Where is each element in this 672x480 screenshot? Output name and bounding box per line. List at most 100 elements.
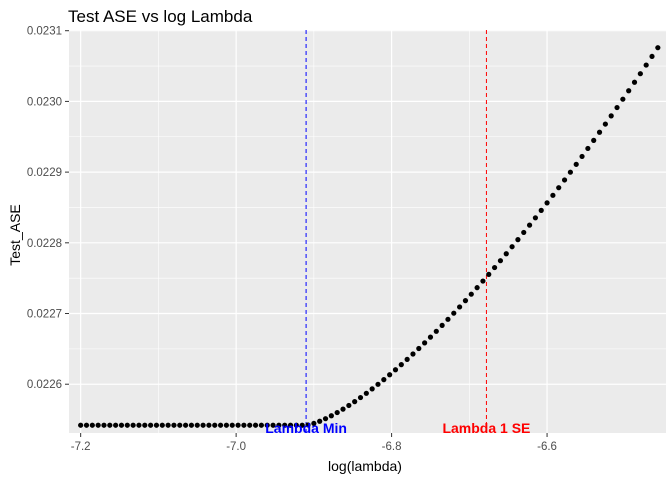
data-point xyxy=(491,264,498,271)
data-point xyxy=(398,362,404,368)
data-point xyxy=(608,113,614,119)
data-point xyxy=(579,153,585,160)
data-point xyxy=(252,422,259,428)
data-point xyxy=(637,71,643,77)
data-point xyxy=(521,229,527,236)
data-point xyxy=(381,377,387,383)
data-point xyxy=(526,222,533,228)
data-point xyxy=(113,422,119,428)
y-tick-label: 0.0226 xyxy=(27,379,62,391)
data-point xyxy=(462,298,469,304)
y-axis-title: Test_ASE xyxy=(7,204,23,265)
data-point xyxy=(340,406,346,412)
data-point xyxy=(544,200,550,206)
data-point xyxy=(375,381,381,387)
data-point xyxy=(89,422,95,428)
data-point xyxy=(264,422,270,428)
data-point xyxy=(229,422,235,428)
data-point xyxy=(532,215,539,221)
data-point xyxy=(503,251,509,257)
reference-line-label: Lambda Min xyxy=(265,420,347,436)
data-point xyxy=(439,322,445,328)
data-points xyxy=(78,45,661,428)
data-point xyxy=(299,422,305,428)
data-point xyxy=(451,310,457,316)
data-point xyxy=(235,422,241,428)
data-point xyxy=(550,192,556,198)
data-point xyxy=(655,45,661,51)
y-tick-label: 0.0228 xyxy=(27,238,62,250)
data-point xyxy=(363,390,369,396)
data-point xyxy=(567,169,573,175)
data-point xyxy=(486,271,492,277)
data-point xyxy=(457,304,463,310)
data-point xyxy=(270,422,276,428)
data-point xyxy=(561,177,568,183)
data-point xyxy=(171,422,177,428)
data-point xyxy=(212,422,218,428)
data-point xyxy=(602,121,608,127)
y-tick-label: 0.0229 xyxy=(27,167,62,179)
grid-lines xyxy=(69,30,666,433)
data-point xyxy=(410,351,416,357)
y-tick-label: 0.0230 xyxy=(27,96,62,108)
data-point xyxy=(422,340,428,346)
y-axis: 0.0226 0.0227 0.0228 0.0229 0.0230 0.0231 xyxy=(27,26,69,391)
data-point xyxy=(538,207,544,213)
data-point xyxy=(118,422,125,428)
data-point xyxy=(148,422,154,428)
y-tick-label: 0.0227 xyxy=(27,309,62,321)
x-tick-label: -7.0 xyxy=(226,441,246,453)
data-point xyxy=(369,386,375,392)
data-point xyxy=(194,422,200,428)
data-point xyxy=(346,402,352,409)
x-tick-label: -7.2 xyxy=(71,441,91,453)
data-point xyxy=(95,422,101,428)
y-tick-label: 0.0231 xyxy=(27,26,62,38)
data-point xyxy=(416,345,422,352)
data-point xyxy=(357,394,364,401)
data-point xyxy=(293,422,299,428)
data-point xyxy=(649,53,655,60)
data-point xyxy=(165,422,171,428)
data-point xyxy=(328,413,334,419)
reference-labels: Lambda Min Lambda 1 SE xyxy=(265,420,530,436)
data-point xyxy=(107,422,113,428)
data-point xyxy=(223,422,230,428)
data-point xyxy=(206,422,212,428)
data-point xyxy=(556,185,562,191)
data-point xyxy=(241,422,247,428)
data-point xyxy=(142,422,148,428)
data-point xyxy=(317,418,323,424)
data-point xyxy=(188,422,195,428)
data-point xyxy=(200,422,206,428)
data-point xyxy=(631,79,638,85)
data-point xyxy=(334,409,340,416)
data-point xyxy=(159,422,165,428)
data-point xyxy=(282,422,288,428)
data-point xyxy=(322,416,329,422)
data-point xyxy=(130,422,136,428)
data-point xyxy=(392,367,399,373)
data-point xyxy=(474,285,480,291)
data-point xyxy=(404,356,410,362)
x-axis-title: log(lambda) xyxy=(328,458,402,474)
data-point xyxy=(136,422,142,428)
x-axis: -7.2 -7.0 -6.8 -6.6 xyxy=(71,433,557,453)
data-point xyxy=(515,237,521,243)
data-point xyxy=(78,422,84,428)
x-tick-label: -6.6 xyxy=(537,441,557,453)
data-point xyxy=(247,422,253,428)
data-point xyxy=(83,422,90,428)
data-point xyxy=(217,422,224,428)
data-point xyxy=(433,328,439,334)
data-point xyxy=(352,398,358,405)
data-point xyxy=(124,422,130,428)
data-point xyxy=(305,422,311,428)
reference-line-label: Lambda 1 SE xyxy=(442,420,530,436)
data-point xyxy=(585,145,591,152)
data-point xyxy=(614,104,620,111)
data-point xyxy=(480,278,486,284)
data-point xyxy=(573,161,579,167)
data-point xyxy=(153,422,160,428)
